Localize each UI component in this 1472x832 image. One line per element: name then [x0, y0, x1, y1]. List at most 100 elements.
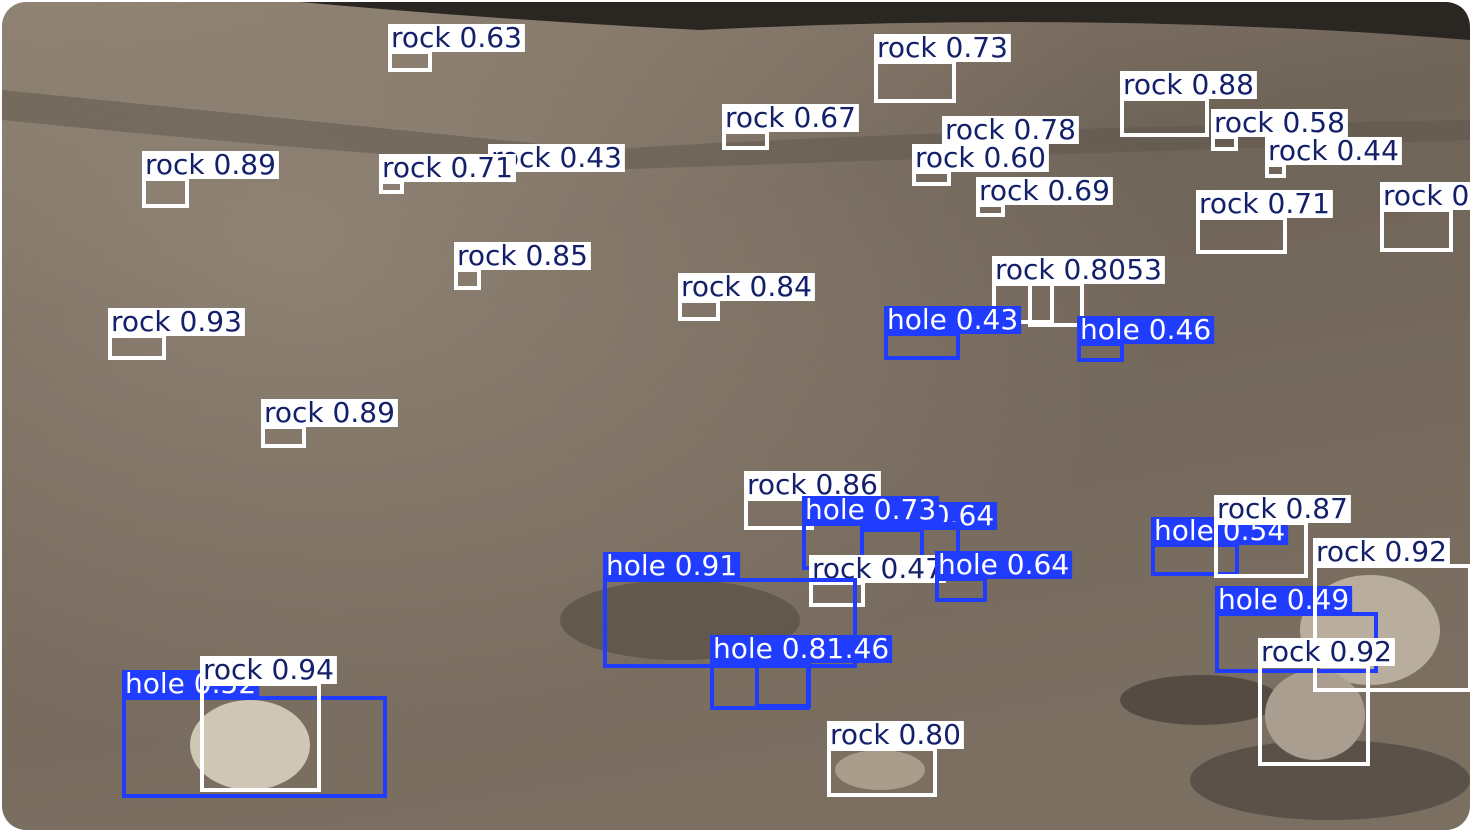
- detection: rock 0.92: [1258, 635, 1395, 766]
- detection: rock 0.80: [992, 253, 1129, 324]
- detection: rock 0.89: [142, 148, 279, 208]
- detection-label: rock 0.67: [725, 101, 856, 134]
- detection-label: rock 0.89: [264, 396, 395, 429]
- detection: rock 0.88: [1120, 68, 1257, 137]
- detection-label: rock 0.92: [1261, 635, 1392, 668]
- label-background: [1380, 182, 1470, 210]
- label-background: [912, 144, 1049, 172]
- detection-label: rock 0.60: [915, 141, 1046, 174]
- detection-label: rock 0.71: [1199, 187, 1330, 220]
- detection: rock 0.84: [678, 270, 815, 321]
- detection-label: rock 0.71: [382, 151, 513, 184]
- detection: rock 0.94: [200, 653, 337, 792]
- detection-label: hole 0.49: [1218, 583, 1349, 616]
- detection: rock 0.80: [827, 718, 964, 797]
- label-background: [722, 104, 859, 132]
- label-background: [976, 177, 1113, 205]
- detection: hole 0.91: [603, 549, 857, 668]
- label-background: [1211, 109, 1348, 137]
- boulder: [190, 700, 310, 790]
- label-background: [827, 721, 964, 749]
- label-background: [884, 306, 1022, 334]
- detection: rock 0.71: [379, 151, 516, 194]
- detection: rock 0.67: [722, 101, 859, 150]
- detection: rock 0.58: [1211, 106, 1348, 151]
- label-background: [710, 635, 848, 663]
- detection-label: rock 0.89: [145, 148, 276, 181]
- label-background: [1214, 495, 1351, 523]
- detection-label: rock 0.84: [681, 270, 812, 303]
- detection: hole 0.81: [710, 632, 848, 710]
- label-background: [108, 308, 245, 336]
- label-background: [744, 471, 881, 499]
- detection: hole 0.49: [1215, 583, 1378, 673]
- detection: rock 0.92: [1313, 535, 1472, 692]
- label-background: [678, 273, 815, 301]
- detection-label: rock 0.78: [945, 113, 1076, 146]
- detection-label: hole 0.64: [938, 548, 1069, 581]
- detections: rock 0.63 rock 0.73 rock 0.88 rock 0.67 rock…: [108, 21, 1472, 798]
- detection: rock 0.78: [942, 113, 1079, 154]
- detection-label: rock 0.80: [995, 253, 1126, 286]
- label-background: [1313, 538, 1450, 566]
- detection-label: rock 0.93: [111, 305, 242, 338]
- detection-label: rock 0.58: [1214, 106, 1345, 139]
- label-background: [1215, 586, 1353, 614]
- detection: hole 0.43: [884, 303, 1022, 360]
- detection: rock 0.85: [454, 239, 591, 290]
- label-background: [1258, 638, 1395, 666]
- detection: rock 0.93: [108, 305, 245, 360]
- detection-label: rock 0.85: [457, 239, 588, 272]
- detection: rock 0.44: [1265, 134, 1402, 178]
- detection: hole 0.64: [935, 548, 1073, 602]
- label-background: [603, 552, 741, 580]
- detection-label: hole 0.73: [805, 493, 936, 526]
- detection-label: rock 0.94: [203, 653, 334, 686]
- label-background: [261, 399, 398, 427]
- detection-label: hole 0.43: [887, 303, 1018, 336]
- detection-label: rock 0.87: [1217, 492, 1348, 525]
- detection: rock 0.60: [912, 141, 1049, 186]
- label-background: [874, 34, 1011, 62]
- boulder: [1265, 670, 1365, 760]
- detection: rock 0.86: [744, 468, 881, 530]
- ridge: [2, 90, 1470, 170]
- label-background: [1196, 190, 1333, 218]
- detection-label: rock 0.91: [1383, 179, 1472, 212]
- label-background: [802, 496, 940, 524]
- detection-label: rock 0.73: [877, 31, 1008, 64]
- label-background: [454, 242, 591, 270]
- detection: rock 0.87: [1214, 492, 1351, 578]
- label-background: [142, 151, 279, 179]
- detection: rock 0.69: [976, 174, 1113, 217]
- label-background: [1265, 137, 1402, 165]
- detection-label: rock 0.86: [747, 468, 878, 501]
- label-background: [388, 24, 525, 52]
- detection-label: hole 0.46: [1080, 313, 1211, 346]
- detection-label: hole 0.91: [606, 549, 737, 582]
- detection: rock 0.73: [874, 31, 1011, 103]
- label-background: [379, 154, 516, 182]
- detection-label: rock 0.88: [1123, 68, 1254, 101]
- label-background: [200, 656, 337, 684]
- label-background: [1120, 71, 1257, 99]
- detection: rock 0.91: [1380, 179, 1472, 252]
- detection-label: hole 0.81: [713, 632, 844, 665]
- detection-label: rock 0.92: [1316, 535, 1447, 568]
- sky: [300, 2, 1470, 40]
- detection-label: rock 0.44: [1268, 134, 1399, 167]
- detection: hole 0.73: [802, 493, 960, 570]
- shadow: [1120, 675, 1280, 725]
- label-background: [992, 256, 1129, 284]
- label-background: [942, 116, 1079, 144]
- detection: rock 0.71: [1196, 187, 1333, 254]
- boulder: [835, 750, 925, 790]
- detection-label: rock 0.63: [391, 21, 522, 54]
- detection: rock 0.63: [388, 21, 525, 72]
- detection: hole 0.46: [1077, 313, 1215, 362]
- detection-label: rock 0.69: [979, 174, 1110, 207]
- detection-label: rock 0.80: [830, 718, 961, 751]
